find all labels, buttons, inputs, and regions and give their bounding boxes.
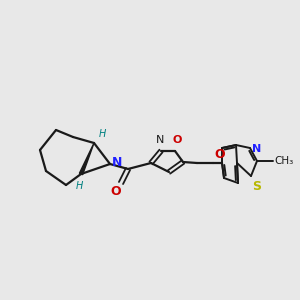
Text: N: N — [252, 144, 261, 154]
Polygon shape — [80, 143, 94, 175]
Text: CH₃: CH₃ — [274, 156, 293, 166]
Text: H: H — [99, 129, 106, 139]
Text: O: O — [111, 185, 121, 198]
Text: O: O — [214, 148, 225, 161]
Text: N: N — [156, 135, 164, 145]
Text: O: O — [172, 135, 182, 145]
Text: N: N — [112, 157, 122, 169]
Text: S: S — [252, 180, 261, 193]
Text: H: H — [75, 181, 83, 191]
